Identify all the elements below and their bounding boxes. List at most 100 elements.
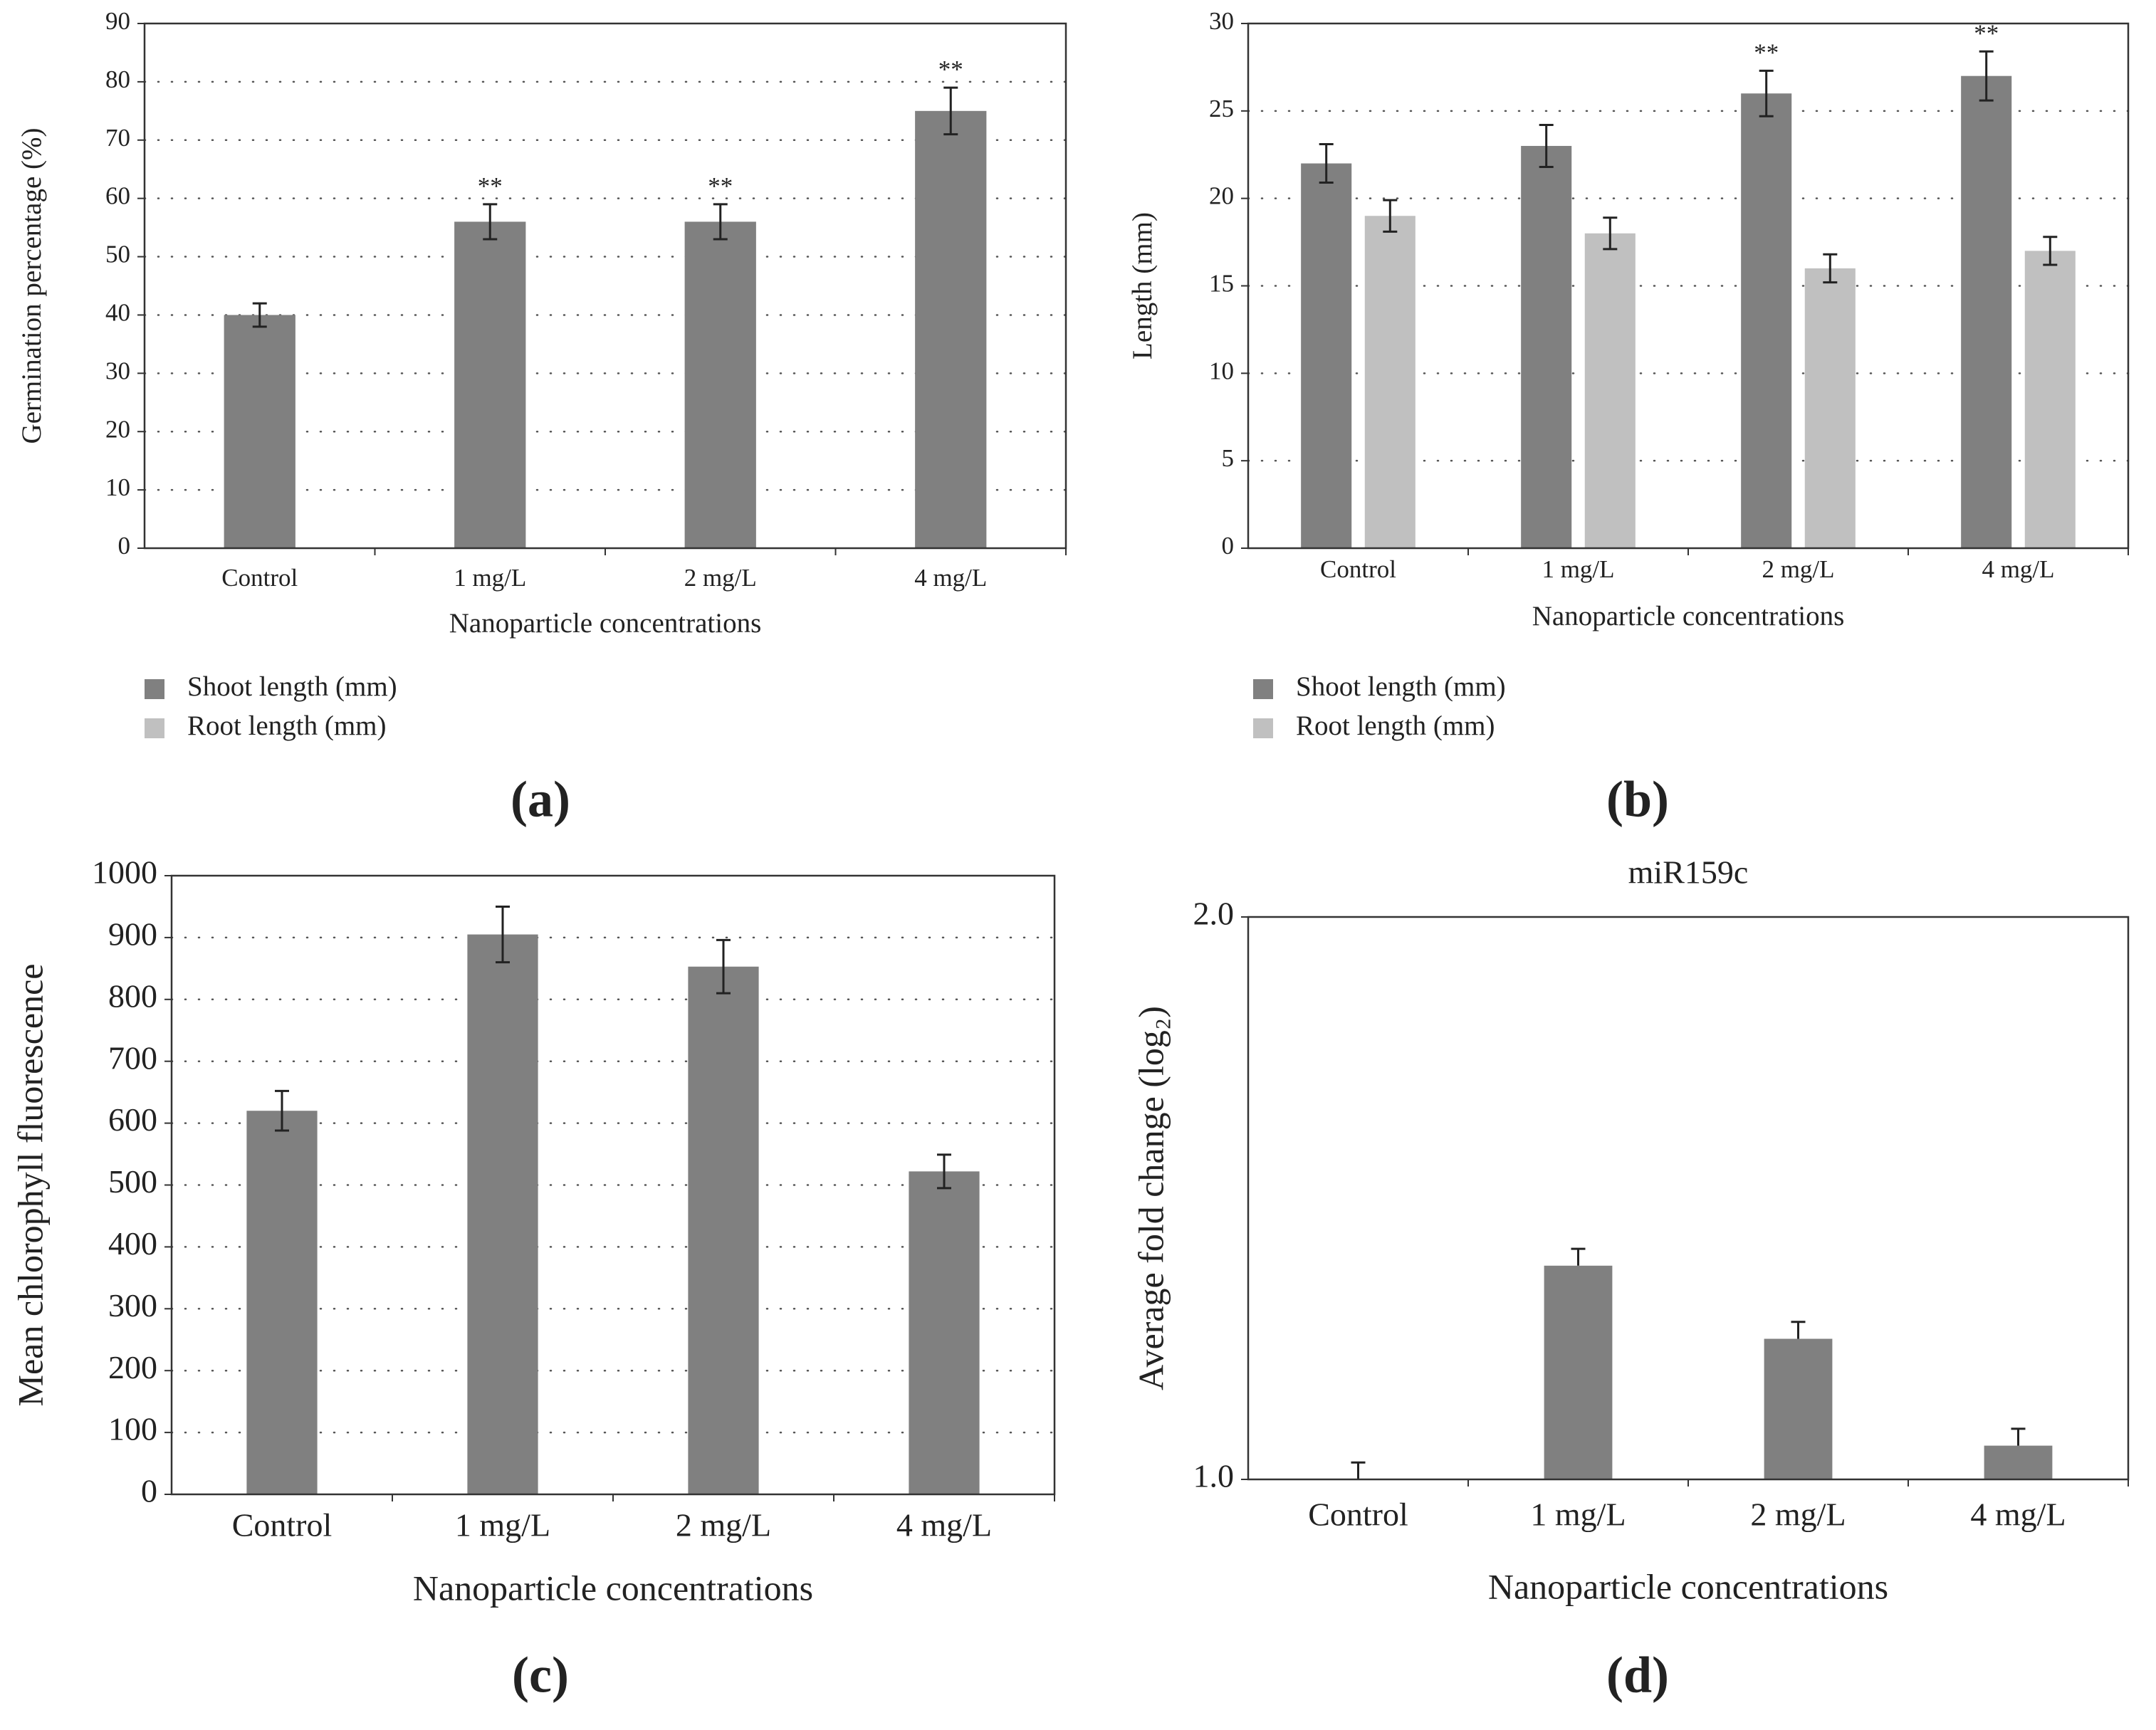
- x-tick-label: 4 mg/L: [1970, 1496, 2066, 1533]
- bar: [1521, 145, 1572, 548]
- y-tick-label: 100: [108, 1411, 157, 1447]
- y-tick-label: 800: [108, 977, 157, 1014]
- x-axis-label: Nanoparticle concentrations: [449, 608, 762, 639]
- y-tick-label: 30: [1209, 7, 1234, 35]
- y-tick-label: 5: [1222, 444, 1235, 472]
- legend-swatch: [1253, 718, 1273, 738]
- y-tick-label: 30: [105, 357, 130, 384]
- y-tick-label: 90: [105, 7, 130, 35]
- plot-frame: [1247, 916, 2130, 1481]
- y-tick-label: 300: [108, 1287, 157, 1323]
- error-bar: [496, 905, 510, 964]
- bar: [1984, 1445, 2053, 1479]
- y-tick-label: 10: [1209, 357, 1234, 384]
- x-tick-label: Control: [1308, 1496, 1408, 1533]
- y-tick-label: 0: [141, 1473, 157, 1509]
- y-tick-label: 15: [1209, 270, 1234, 298]
- error-bar: [1539, 123, 1554, 168]
- x-tick-label: 1 mg/L: [1530, 1496, 1626, 1533]
- bar: [1584, 233, 1636, 548]
- x-tick-label: 4 mg/L: [914, 564, 987, 592]
- plot-frame: [143, 22, 1067, 550]
- error-bar: [1383, 199, 1398, 233]
- y-axis-label: Germination percentage (%): [16, 128, 47, 444]
- x-tick-label: 1 mg/L: [455, 1507, 550, 1543]
- bar: [1364, 216, 1415, 548]
- legend-label: Root length (mm): [1296, 711, 1495, 741]
- error-bar: [943, 86, 958, 136]
- panel-label: (a): [511, 771, 570, 828]
- y-tick-label: 10: [105, 473, 130, 501]
- x-axis-label: Nanoparticle concentrations: [1532, 601, 1845, 631]
- error-bar: [1603, 216, 1618, 251]
- legend-label: Shoot length (mm): [187, 671, 397, 702]
- x-tick-label: 2 mg/L: [1750, 1496, 1846, 1533]
- y-tick-label: 20: [1209, 182, 1234, 210]
- bar: [909, 1171, 980, 1494]
- bar: [1544, 1265, 1613, 1479]
- y-tick-label: 0: [118, 532, 131, 560]
- error-bar: [1979, 50, 1994, 102]
- error-bar: [252, 302, 267, 328]
- x-axis-label: Nanoparticle concentrations: [413, 1568, 813, 1608]
- x-tick-label: 2 mg/L: [684, 564, 757, 592]
- x-tick-label: 2 mg/L: [676, 1507, 771, 1543]
- y-tick-label: 900: [108, 916, 157, 952]
- y-axis-label: Average fold change (log₂): [1131, 1006, 1171, 1390]
- chart-title: miR159c: [1628, 854, 1749, 891]
- error-bar: [1351, 1461, 1366, 1479]
- panel-label: (c): [512, 1647, 569, 1704]
- bar: [915, 110, 987, 549]
- y-tick-label: 600: [108, 1101, 157, 1138]
- bar: [1961, 75, 2012, 548]
- bar: [246, 1111, 318, 1494]
- error-bar: [483, 203, 498, 241]
- x-tick-label: 1 mg/L: [1542, 555, 1614, 583]
- panel-label: (b): [1606, 771, 1669, 828]
- bar: [1804, 268, 1856, 548]
- x-tick-label: 1 mg/L: [454, 564, 526, 592]
- y-tick-label: 2.0: [1193, 896, 1235, 932]
- y-tick-label: 200: [108, 1349, 157, 1385]
- bar: [2024, 251, 2076, 548]
- bar: [1741, 93, 1792, 548]
- error-bar: [275, 1089, 289, 1132]
- x-tick-label: Control: [1320, 555, 1396, 583]
- error-bar: [2011, 1427, 2026, 1446]
- plot-frame: [1247, 22, 2130, 550]
- error-bar: [1759, 69, 1774, 117]
- error-bar: [2043, 236, 2058, 266]
- error-bar: [1823, 253, 1838, 284]
- y-tick-label: 50: [105, 241, 130, 268]
- bar: [684, 221, 756, 548]
- x-tick-label: 4 mg/L: [1982, 555, 2054, 583]
- y-tick-label: 1.0: [1193, 1458, 1235, 1494]
- x-tick-label: 4 mg/L: [896, 1507, 992, 1543]
- bar: [1301, 163, 1352, 549]
- y-tick-label: 500: [108, 1163, 157, 1200]
- y-tick-label: 0: [1222, 532, 1235, 560]
- error-bar: [937, 1153, 951, 1190]
- legend-swatch: [1253, 679, 1273, 699]
- y-axis-label: Mean chlorophyll fluorescence: [10, 964, 50, 1407]
- error-bar: [1571, 1247, 1586, 1266]
- y-tick-label: 60: [105, 182, 130, 210]
- error-bar: [1319, 143, 1334, 184]
- y-tick-label: 80: [105, 65, 130, 93]
- bar: [467, 934, 538, 1494]
- x-tick-label: 2 mg/L: [1762, 555, 1834, 583]
- error-bar: [713, 203, 728, 241]
- bar: [454, 221, 526, 548]
- legend-label: Root length (mm): [187, 711, 386, 741]
- x-tick-label: Control: [232, 1507, 333, 1543]
- y-axis-label: Length (mm): [1127, 212, 1158, 360]
- y-tick-label: 20: [105, 415, 130, 443]
- bar: [688, 966, 759, 1494]
- legend-swatch: [145, 718, 164, 738]
- legend-swatch: [145, 679, 164, 699]
- error-bar: [1791, 1321, 1806, 1339]
- significance-label: **: [1754, 38, 1779, 66]
- bar: [1764, 1338, 1833, 1479]
